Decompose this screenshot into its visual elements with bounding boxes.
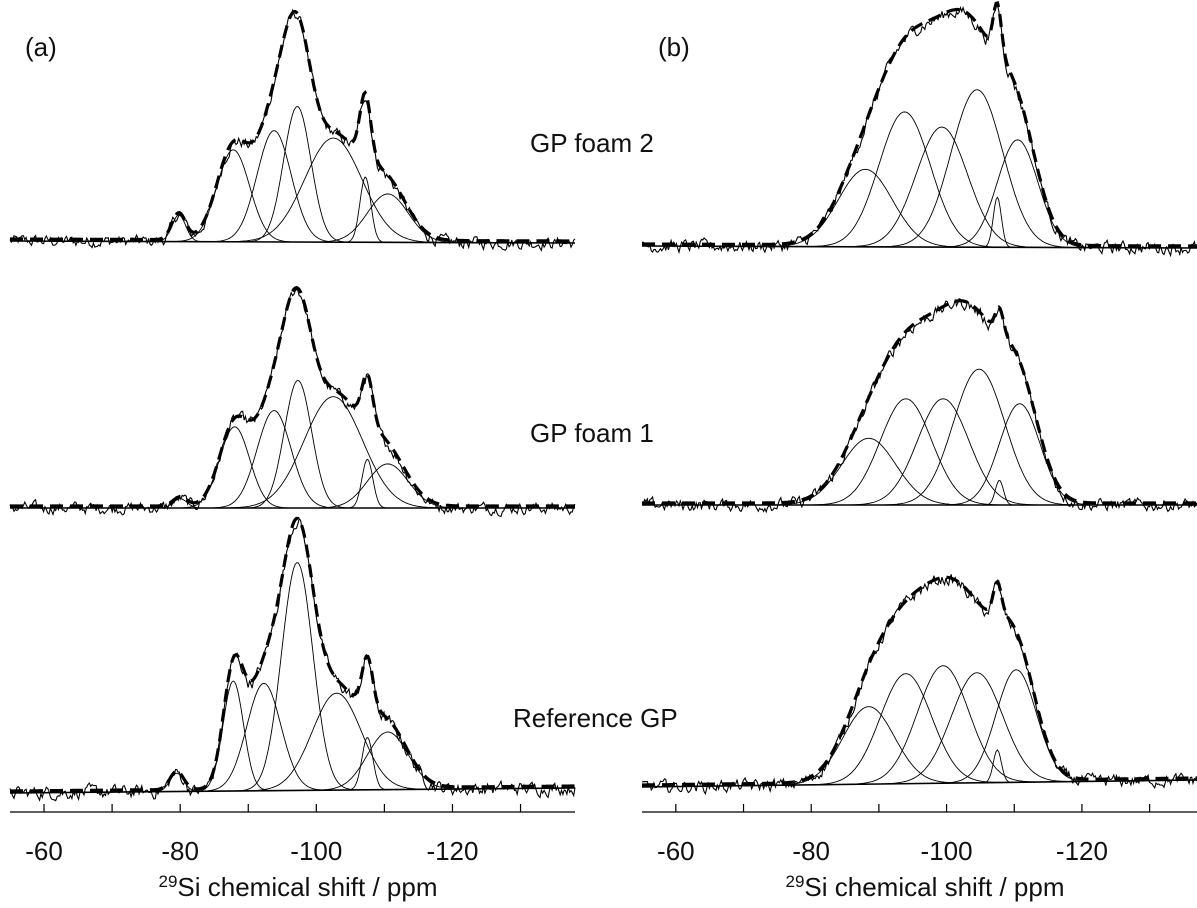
panel-a-spectra: -60 -80 -100 -120: [9, 8, 576, 866]
component-peak: [10, 680, 575, 794]
component-peak: [10, 463, 575, 509]
component-peak: [10, 682, 575, 794]
component-peak: [642, 665, 1197, 788]
x-tick-label: -60: [657, 836, 695, 866]
component-peak: [10, 149, 575, 244]
component-peak: [642, 398, 1197, 506]
x-tick-label: -60: [25, 836, 63, 866]
component-peak: [642, 126, 1197, 249]
experimental-spectrum: [9, 517, 576, 802]
x-axis-title-sup-a: 29: [158, 872, 177, 891]
component-peak: [10, 176, 575, 244]
component-peak: [10, 106, 575, 244]
fit-envelope: [642, 299, 1197, 505]
component-peak: [642, 111, 1197, 249]
component-peak: [642, 403, 1197, 506]
x-tick-label: -120: [426, 836, 478, 866]
x-tick-label: -100: [921, 836, 973, 866]
experimental-spectrum: [641, 297, 1197, 514]
sample-label-foam-2: GP foam 2: [530, 128, 654, 158]
x-axis-title-b: 29Si chemical shift / ppm: [785, 872, 1064, 902]
x-tick-label: -80: [161, 836, 199, 866]
component-peak: [642, 139, 1197, 249]
panel-label-b: (b): [658, 32, 690, 62]
component-peak: [642, 398, 1197, 506]
component-peak: [642, 89, 1197, 249]
component-peak: [642, 673, 1197, 788]
component-peak: [10, 562, 575, 794]
component-peak: [642, 672, 1197, 788]
experimental-spectrum: [641, 574, 1197, 796]
component-peak: [642, 168, 1197, 249]
panel-label-a: (a): [25, 32, 57, 62]
fit-envelope: [10, 285, 575, 508]
component-peak: [10, 410, 575, 509]
component-peak: [10, 193, 575, 244]
component-peak: [10, 379, 575, 509]
component-peak: [10, 130, 575, 244]
fit-envelope: [642, 1, 1197, 248]
experimental-spectrum: [9, 8, 576, 252]
component-peak: [10, 426, 575, 509]
x-axis-title-text-b: Si chemical shift / ppm: [804, 872, 1064, 902]
component-peak: [642, 368, 1197, 506]
fit-envelope: [10, 9, 575, 243]
component-peak: [642, 196, 1197, 249]
fit-envelope: [642, 575, 1197, 787]
x-axis-title-sup-b: 29: [785, 872, 804, 891]
x-axis-title-a: 29Si chemical shift / ppm: [158, 872, 437, 902]
experimental-spectrum: [9, 288, 576, 518]
component-peak: [10, 731, 575, 794]
sample-label-reference: Reference GP: [513, 703, 678, 733]
x-tick-label: -120: [1056, 836, 1108, 866]
component-peak: [10, 692, 575, 794]
panel-b-spectra: -60 -80 -100 -120: [641, 1, 1197, 866]
x-axis-title-text-a: Si chemical shift / ppm: [177, 872, 437, 902]
experimental-spectrum: [641, 2, 1197, 258]
x-tick-label: -100: [290, 836, 342, 866]
sample-label-foam-1: GP foam 1: [530, 418, 654, 448]
fit-envelope: [10, 516, 575, 793]
component-peak: [642, 437, 1197, 506]
component-peak: [10, 137, 575, 244]
x-tick-label: -80: [792, 836, 830, 866]
